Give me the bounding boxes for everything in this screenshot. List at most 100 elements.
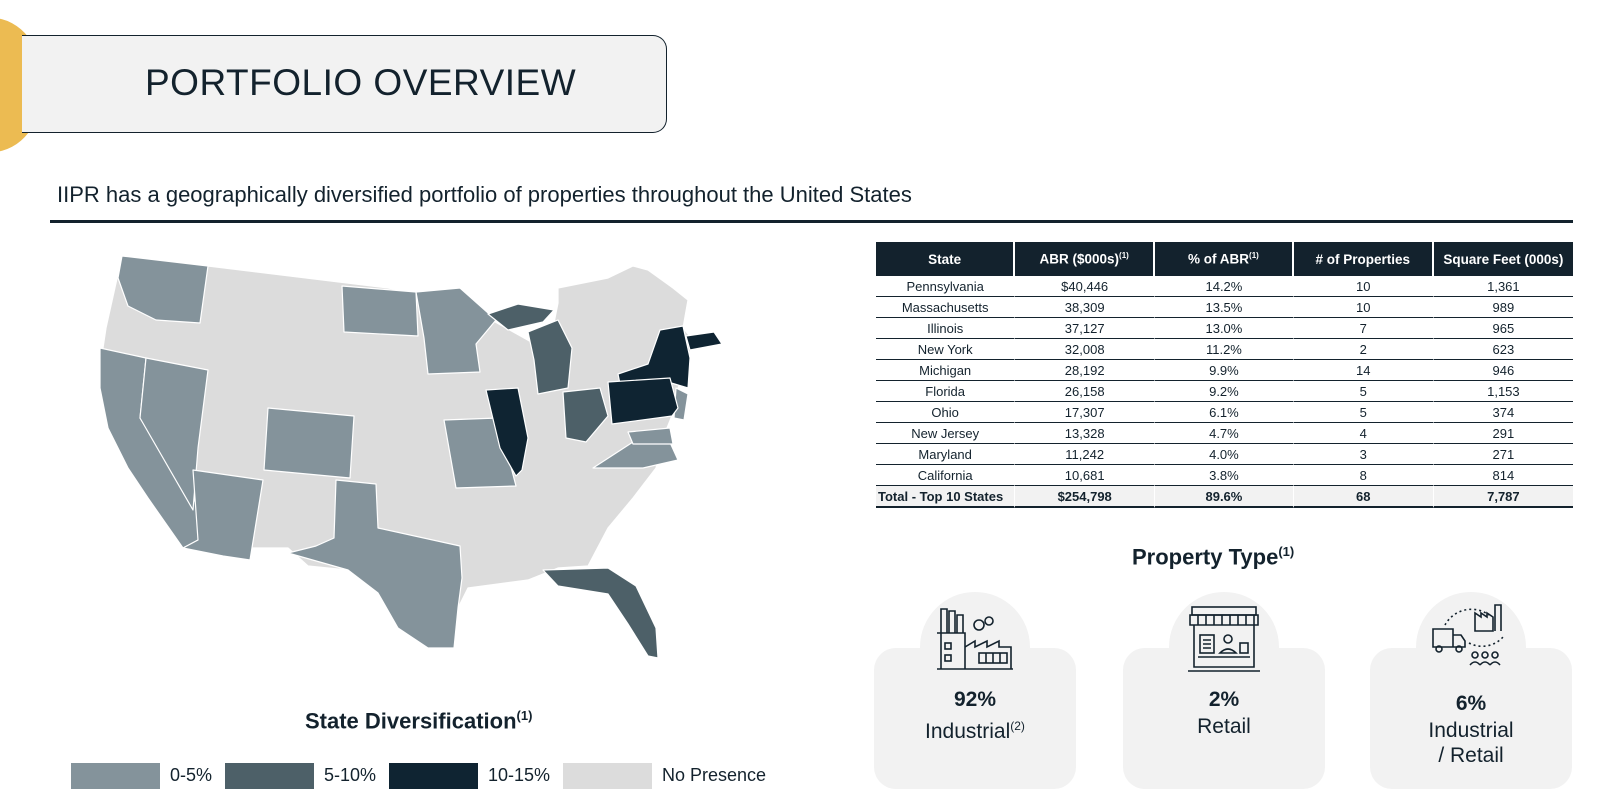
- property-card-industrial-retail: 6% Industrial / Retail: [1370, 648, 1572, 789]
- logistics-icon: [1432, 604, 1504, 666]
- state-north-dakota: [341, 285, 419, 337]
- legend-label: No Presence: [662, 765, 767, 785]
- table-cell: 5: [1293, 381, 1434, 402]
- table-row: New Jersey 13,328 4.7% 4 291: [876, 423, 1573, 444]
- legend-swatch: [389, 763, 478, 789]
- state-virginia: [592, 437, 679, 469]
- table-cell: $40,446: [1015, 276, 1156, 297]
- table-cell: California: [876, 465, 1016, 486]
- state-illinois: [485, 387, 529, 477]
- table-cell: Maryland: [876, 444, 1016, 465]
- legend-swatch: [563, 763, 652, 789]
- table-cell: 9.9%: [1155, 360, 1294, 381]
- column-header-properties: # of Properties: [1293, 242, 1434, 276]
- table-cell: 271: [1433, 444, 1573, 465]
- table-row: California 10,681 3.8% 8 814: [876, 465, 1573, 486]
- table-cell: Ohio: [876, 402, 1016, 423]
- page-title: PORTFOLIO OVERVIEW: [145, 62, 577, 103]
- table-cell: Massachusetts: [876, 297, 1016, 318]
- table-cell: 374: [1433, 402, 1573, 423]
- table-cell: 26,158: [1015, 381, 1156, 402]
- state-texas: [287, 479, 463, 649]
- table-total-row: Total - Top 10 States $254,798 89.6% 68 7,78…: [876, 486, 1573, 508]
- table-cell: 9.2%: [1155, 381, 1294, 402]
- property-card-industrial: 92% Industrial(2): [874, 648, 1076, 789]
- card-percent: 2%: [1208, 688, 1240, 711]
- table-cell: 5: [1293, 402, 1434, 423]
- legend-label: 5-10%: [324, 765, 377, 785]
- state-michigan: [527, 319, 573, 395]
- card-label-line: Industrial: [1428, 719, 1514, 742]
- card-percent: 92%: [953, 688, 997, 711]
- table-cell: 13.5%: [1155, 297, 1294, 318]
- table-cell: 10,681: [1015, 465, 1156, 486]
- table-cell: 10: [1293, 297, 1434, 318]
- table-cell: Pennsylvania: [876, 276, 1016, 297]
- table-cell: 3.8%: [1155, 465, 1294, 486]
- factory-icon: [937, 608, 1013, 670]
- table-row: Michigan 28,192 9.9% 14 946: [876, 360, 1573, 381]
- table-cell: 38,309: [1015, 297, 1156, 318]
- state-maryland: [627, 427, 674, 445]
- column-header-pct-abr: % of ABR(1): [1155, 242, 1294, 276]
- page-subtitle: IIPR has a geographically diversified po…: [57, 182, 912, 207]
- table-cell: 7: [1293, 318, 1434, 339]
- storefront-icon: [1188, 606, 1260, 672]
- legend-swatch: [225, 763, 314, 789]
- table-cell: Total - Top 10 States: [876, 486, 1016, 508]
- table-row: Florida 26,158 9.2% 5 1,153: [876, 381, 1573, 402]
- table-cell: 965: [1433, 318, 1573, 339]
- table-cell: 814: [1433, 465, 1573, 486]
- table-cell: Michigan: [876, 360, 1016, 381]
- state-abr-table: State ABR ($000s)(1) % of ABR(1) # of Pr…: [876, 242, 1573, 508]
- table-cell: 14.2%: [1155, 276, 1294, 297]
- table-row: Maryland 11,242 4.0% 3 271: [876, 444, 1573, 465]
- table-cell: 6.1%: [1155, 402, 1294, 423]
- table-cell: New Jersey: [876, 423, 1016, 444]
- table-cell: 32,008: [1015, 339, 1156, 360]
- property-type-title: Property Type(1): [1132, 544, 1295, 570]
- table-header-row: State ABR ($000s)(1) % of ABR(1) # of Pr…: [876, 242, 1573, 276]
- table-cell: 8: [1293, 465, 1434, 486]
- card-label-line: / Retail: [1438, 744, 1504, 767]
- table-cell: 1,361: [1433, 276, 1573, 297]
- table-cell: 13.0%: [1155, 318, 1294, 339]
- table-cell: New York: [876, 339, 1016, 360]
- table-cell: 623: [1433, 339, 1573, 360]
- table-cell: 7,787: [1433, 486, 1573, 508]
- column-header-abr: ABR ($000s)(1): [1015, 242, 1156, 276]
- column-header-square-feet: Square Feet (000s): [1433, 242, 1573, 276]
- card-percent: 6%: [1455, 692, 1487, 715]
- table-cell: 89.6%: [1155, 486, 1294, 508]
- table-cell: 13,328: [1015, 423, 1156, 444]
- table-row: Ohio 17,307 6.1% 5 374: [876, 402, 1573, 423]
- card-label: Retail: [1197, 715, 1251, 738]
- table-cell: 291: [1433, 423, 1573, 444]
- state-florida: [542, 567, 659, 659]
- table-row: Pennsylvania $40,446 14.2% 10 1,361: [876, 276, 1573, 297]
- table-cell: 4: [1293, 423, 1434, 444]
- state-massachusetts: [685, 331, 723, 351]
- table-row: New York 32,008 11.2% 2 623: [876, 339, 1573, 360]
- table-cell: 2: [1293, 339, 1434, 360]
- table-cell: 1,153: [1433, 381, 1573, 402]
- table-cell: 11,242: [1015, 444, 1156, 465]
- us-map: [88, 248, 788, 678]
- table-cell: 4.0%: [1155, 444, 1294, 465]
- table-cell: 17,307: [1015, 402, 1156, 423]
- legend-label: 10-15%: [488, 765, 551, 785]
- divider: [50, 220, 1573, 223]
- state-minnesota: [415, 287, 497, 375]
- title-box: PORTFOLIO OVERVIEW: [22, 35, 667, 133]
- table-cell: 946: [1433, 360, 1573, 381]
- table-row: Massachusetts 38,309 13.5% 10 989: [876, 297, 1573, 318]
- state-arizona: [182, 469, 264, 561]
- table-cell: 37,127: [1015, 318, 1156, 339]
- table-row: Illinois 37,127 13.0% 7 965: [876, 318, 1573, 339]
- table-cell: Florida: [876, 381, 1016, 402]
- state-washington: [117, 255, 209, 324]
- legend-swatch: [71, 763, 160, 789]
- table-cell: 4.7%: [1155, 423, 1294, 444]
- state-pennsylvania: [607, 377, 679, 425]
- us-map-graphic: [99, 255, 723, 659]
